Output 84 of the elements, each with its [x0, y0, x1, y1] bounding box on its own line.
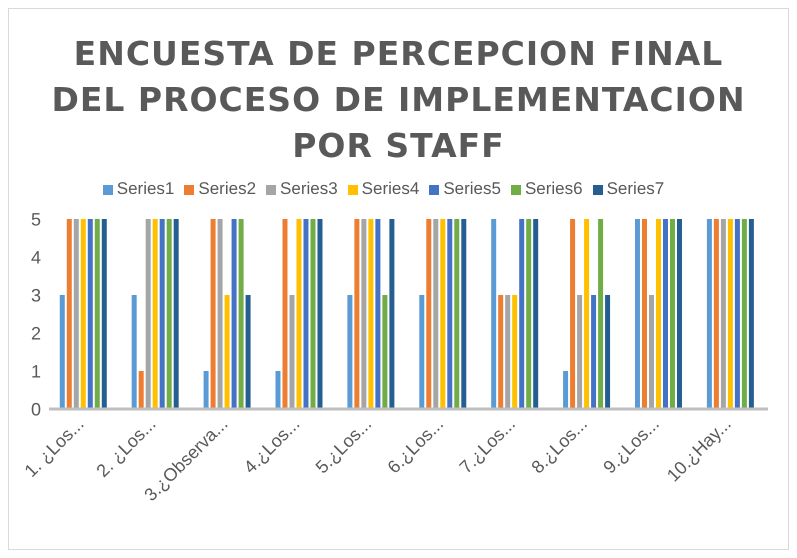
bar: [102, 219, 107, 409]
legend-label: Series7: [606, 179, 664, 198]
bar: [714, 219, 719, 409]
y-tick-label: 3: [30, 285, 41, 306]
bar: [238, 219, 244, 409]
bar: [440, 219, 446, 409]
legend-label: Series4: [362, 179, 420, 198]
y-tick-label: 0: [30, 399, 41, 420]
bar: [138, 371, 144, 409]
bar: [433, 219, 438, 409]
y-tick-label: 2: [30, 323, 41, 344]
bar: [382, 295, 388, 409]
bar: [210, 219, 216, 409]
bar: [656, 219, 661, 409]
bar: [419, 295, 424, 409]
bar: [519, 219, 524, 409]
bar: [146, 219, 151, 409]
bar: [368, 219, 374, 409]
bar: [60, 295, 65, 409]
chart-title: ENCUESTA DE PERCEPCION FINAL DEL PROCESO DE IMPLEMENTACION POR STAFF: [50, 33, 747, 167]
bar: [642, 219, 647, 409]
bar: [317, 219, 322, 409]
legend-label: Series2: [198, 179, 256, 198]
bar: [728, 219, 733, 409]
bar: [584, 219, 590, 409]
legend-label: Series5: [443, 179, 501, 198]
bar: [232, 219, 237, 409]
bar: [498, 295, 504, 409]
bar: [224, 295, 230, 409]
bar: [347, 295, 352, 409]
bar: [275, 371, 280, 409]
bar: [563, 371, 568, 409]
bar: [246, 295, 251, 409]
y-tick-label: 4: [30, 247, 41, 268]
bar: [296, 219, 302, 409]
bar: [88, 219, 93, 409]
bar: [289, 295, 294, 409]
bar: [662, 219, 668, 409]
bar: [512, 295, 518, 409]
bar: [598, 219, 604, 409]
bar: [80, 219, 86, 409]
bar: [605, 295, 610, 409]
bar: [132, 295, 137, 409]
bar: [676, 219, 682, 409]
bar: [591, 295, 596, 409]
bar: [354, 219, 360, 409]
bar: [648, 295, 654, 409]
bar: [670, 219, 675, 409]
bar: [461, 219, 466, 409]
bar: [491, 219, 496, 409]
bar: [74, 219, 79, 409]
bar: [426, 219, 432, 409]
legend-label: Series1: [116, 179, 174, 198]
bar: [282, 219, 288, 409]
bar: [447, 219, 452, 409]
bar: [94, 219, 100, 409]
legend-label: Series6: [524, 179, 583, 198]
bar: [748, 219, 754, 409]
bar: [742, 219, 747, 409]
bar: [166, 219, 172, 409]
bar: [505, 295, 510, 409]
bar: [204, 371, 209, 409]
bar: [454, 219, 460, 409]
bar: [526, 219, 532, 409]
bar: [303, 219, 308, 409]
bar: [734, 219, 740, 409]
y-tick-label: 5: [30, 209, 41, 230]
bar: [310, 219, 316, 409]
bar: [66, 219, 72, 409]
legend-label: Series3: [280, 179, 338, 198]
bar: [577, 295, 582, 409]
bar: [634, 219, 640, 409]
bar: [174, 219, 179, 409]
bar: [720, 219, 726, 409]
bar: [160, 219, 165, 409]
bar: [218, 219, 223, 409]
bar: [389, 219, 394, 409]
bar: [361, 219, 366, 409]
bar: [375, 219, 380, 409]
y-tick-label: 1: [30, 361, 41, 382]
bar: [152, 219, 158, 409]
bar: [570, 219, 576, 409]
bar: [706, 219, 712, 409]
bar: [533, 219, 538, 409]
